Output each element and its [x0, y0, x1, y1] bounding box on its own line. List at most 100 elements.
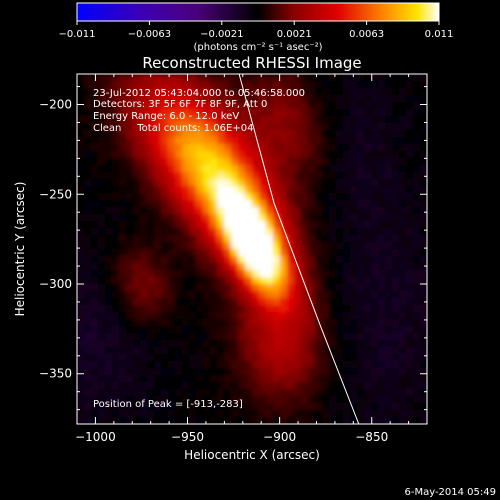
heatmap-cell [343, 186, 351, 194]
heatmap-cell [154, 417, 162, 424]
heatmap-cell [196, 291, 204, 299]
heatmap-cell [245, 361, 253, 369]
heatmap-cell [364, 242, 372, 250]
heatmap-cell [140, 200, 148, 208]
heatmap-cell [357, 130, 365, 138]
heatmap-cell [203, 214, 211, 222]
heatmap-cell [322, 130, 330, 138]
heatmap-cell [287, 172, 295, 180]
heatmap-cell [210, 221, 218, 229]
heatmap-cell [238, 123, 246, 131]
heatmap-cell [322, 158, 330, 166]
heatmap-cell [406, 410, 414, 418]
heatmap-cell [399, 186, 407, 194]
heatmap-cell [182, 130, 190, 138]
heatmap-cell [413, 277, 421, 285]
heatmap-cell [273, 375, 281, 383]
heatmap-cell [147, 326, 155, 334]
heatmap-cell [280, 375, 288, 383]
heatmap-cell [399, 389, 407, 397]
heatmap-cell [329, 179, 337, 187]
heatmap-cell [406, 193, 414, 201]
heatmap-cell [364, 172, 372, 180]
heatmap-cell [273, 165, 281, 173]
heatmap-cell [210, 172, 218, 180]
heatmap-cell [287, 277, 295, 285]
heatmap-cell [98, 207, 106, 215]
heatmap-cell [413, 298, 421, 306]
heatmap-cell [392, 151, 400, 159]
heatmap-cell [399, 417, 407, 424]
heatmap-cell [203, 144, 211, 152]
heatmap-cell [350, 144, 358, 152]
heatmap-cell [420, 165, 427, 173]
heatmap-cell [105, 228, 113, 236]
heatmap-cell [315, 207, 323, 215]
heatmap-cell [84, 102, 92, 110]
heatmap-cell [273, 333, 281, 341]
heatmap-cell [182, 298, 190, 306]
heatmap-cell [259, 284, 267, 292]
heatmap-cell [196, 242, 204, 250]
colorbar-tick-label: 0.011 [425, 29, 454, 40]
heatmap-cell [378, 389, 386, 397]
heatmap-cell [140, 81, 148, 89]
heatmap-cell [336, 88, 344, 96]
heatmap-cell [98, 81, 106, 89]
heatmap-cell [273, 235, 281, 243]
heatmap-cell [224, 158, 232, 166]
heatmap-cell [301, 151, 309, 159]
heatmap-cell [420, 130, 427, 138]
heatmap-cell [210, 214, 218, 222]
heatmap-cell [238, 116, 246, 124]
heatmap-cell [168, 347, 176, 355]
heatmap-cell [196, 151, 204, 159]
heatmap-cell [273, 214, 281, 222]
heatmap-cell [350, 270, 358, 278]
heatmap-cell [392, 242, 400, 250]
heatmap-cell [189, 340, 197, 348]
heatmap-cell [245, 102, 253, 110]
heatmap-cell [126, 130, 134, 138]
heatmap-cell [105, 368, 113, 376]
heatmap-cell [371, 361, 379, 369]
heatmap-cell [189, 200, 197, 208]
heatmap-cell [336, 368, 344, 376]
heatmap-cell [308, 319, 316, 327]
heatmap-cell [77, 165, 85, 173]
heatmap-cell [154, 305, 162, 313]
heatmap-cell [196, 235, 204, 243]
heatmap-cell [399, 263, 407, 271]
heatmap-cell [399, 207, 407, 215]
heatmap-cell [413, 291, 421, 299]
heatmap-cell [105, 109, 113, 117]
heatmap-cell [119, 151, 127, 159]
heatmap-cell [189, 354, 197, 362]
heatmap-cell [203, 375, 211, 383]
heatmap-cell [343, 396, 351, 404]
heatmap-cell [392, 284, 400, 292]
heatmap-cell [399, 403, 407, 411]
heatmap-cell [336, 319, 344, 327]
heatmap-cell [126, 368, 134, 376]
heatmap-cell [315, 340, 323, 348]
heatmap-cell [252, 221, 260, 229]
heatmap-cell [189, 74, 197, 82]
heatmap-cell [259, 270, 267, 278]
heatmap-cell [350, 158, 358, 166]
heatmap-cell [133, 221, 141, 229]
heatmap-cell [315, 102, 323, 110]
heatmap-cell [413, 179, 421, 187]
colorbar-tick-label: 0.0021 [277, 29, 312, 40]
heatmap-cell [413, 81, 421, 89]
heatmap-cell [399, 361, 407, 369]
heatmap-cell [77, 389, 85, 397]
heatmap-cell [308, 417, 316, 424]
heatmap-cell [273, 228, 281, 236]
heatmap-cell [203, 284, 211, 292]
heatmap-cell [147, 361, 155, 369]
heatmap-cell [420, 109, 427, 117]
heatmap-cell [413, 389, 421, 397]
heatmap-cell [210, 130, 218, 138]
heatmap-cell [224, 235, 232, 243]
